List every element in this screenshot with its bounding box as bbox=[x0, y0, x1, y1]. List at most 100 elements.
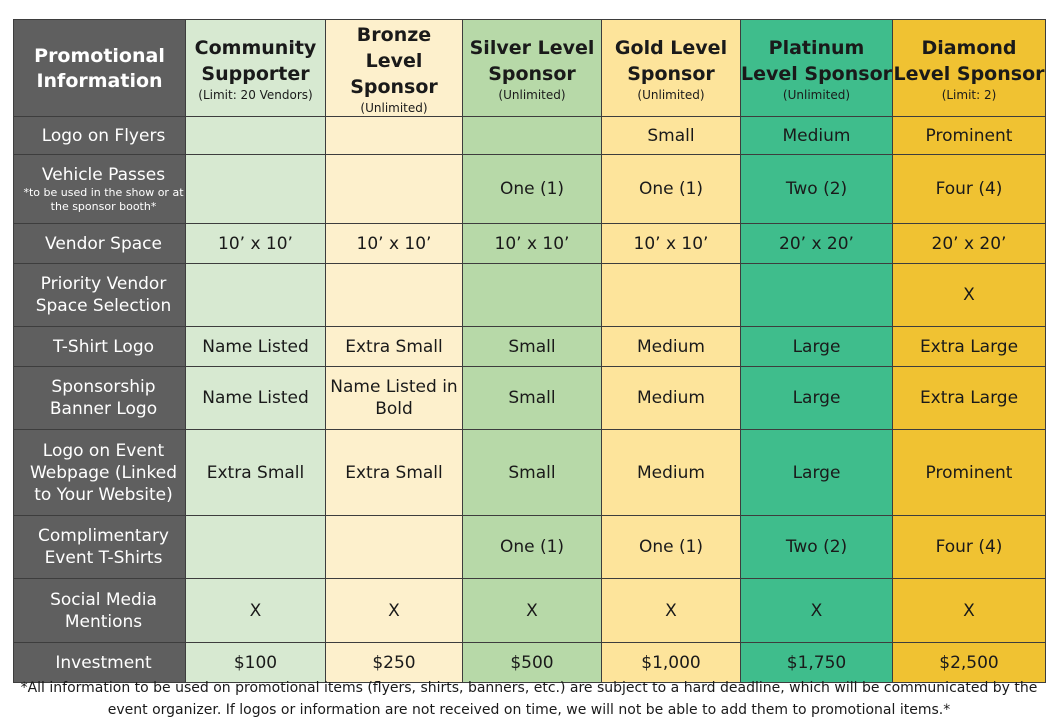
cell-gold: Medium bbox=[601, 429, 741, 516]
cell-community: 10’ x 10’ bbox=[185, 223, 326, 264]
cell-gold: One (1) bbox=[601, 154, 741, 224]
cell-bronze bbox=[325, 263, 463, 327]
row-complimentary-tshirts: Complimentary Event T-Shirts One (1) One… bbox=[13, 515, 1046, 579]
tier-header-bronze: Bronze Level Sponsor (Unlimited) bbox=[325, 19, 463, 117]
cell-silver: X bbox=[462, 578, 602, 643]
cell-silver: One (1) bbox=[462, 154, 602, 224]
sponsorship-table-wrapper: Promotional Information Community Suppor… bbox=[13, 19, 1046, 683]
cell-platinum: Large bbox=[740, 429, 893, 516]
cell-platinum: X bbox=[740, 578, 893, 643]
header-row: Promotional Information Community Suppor… bbox=[13, 19, 1046, 117]
row-label: Complimentary Event T-Shirts bbox=[13, 515, 186, 579]
cell-silver: 10’ x 10’ bbox=[462, 223, 602, 264]
row-priority-vendor-space: Priority Vendor Space Selection X bbox=[13, 263, 1046, 327]
tier-header-community: Community Supporter (Limit: 20 Vendors) bbox=[185, 19, 326, 117]
cell-platinum: Large bbox=[740, 366, 893, 430]
cell-bronze: Extra Small bbox=[325, 326, 463, 367]
cell-bronze bbox=[325, 154, 463, 224]
cell-silver bbox=[462, 263, 602, 327]
cell-gold: $1,000 bbox=[601, 642, 741, 683]
row-label: Vehicle Passes bbox=[41, 165, 166, 185]
row-tshirt-logo: T-Shirt Logo Name Listed Extra Small Sma… bbox=[13, 326, 1046, 367]
tier-limit: (Unlimited) bbox=[498, 88, 566, 102]
row-social-media-mentions: Social Media Mentions X X X X X X bbox=[13, 578, 1046, 643]
cell-diamond: Prominent bbox=[892, 116, 1046, 155]
cell-community: X bbox=[185, 578, 326, 643]
sponsorship-table: Promotional Information Community Suppor… bbox=[13, 19, 1046, 683]
tier-name: Community Supporter bbox=[194, 37, 317, 85]
cell-gold: Medium bbox=[601, 366, 741, 430]
cell-platinum: Two (2) bbox=[740, 515, 893, 579]
cell-silver: Small bbox=[462, 429, 602, 516]
tier-limit: (Unlimited) bbox=[360, 101, 428, 115]
cell-gold: 10’ x 10’ bbox=[601, 223, 741, 264]
tier-name: Diamond Level Sponsor bbox=[893, 37, 1045, 85]
tier-name: Gold Level Sponsor bbox=[614, 37, 728, 85]
tier-limit: (Limit: 20 Vendors) bbox=[198, 88, 313, 102]
row-logo-on-flyers: Logo on Flyers Small Medium Prominent bbox=[13, 116, 1046, 155]
cell-bronze: Extra Small bbox=[325, 429, 463, 516]
row-label: T-Shirt Logo bbox=[13, 326, 186, 367]
tier-name: Platinum Level Sponsor bbox=[741, 37, 892, 85]
cell-diamond: Four (4) bbox=[892, 154, 1046, 224]
row-label-cell: Vehicle Passes *to be used in the show o… bbox=[13, 154, 186, 224]
cell-bronze bbox=[325, 116, 463, 155]
cell-platinum: 20’ x 20’ bbox=[740, 223, 893, 264]
row-label: Sponsorship Banner Logo bbox=[13, 366, 186, 430]
promo-header: Promotional Information bbox=[13, 19, 186, 117]
tier-name: Bronze Level Sponsor bbox=[350, 24, 438, 98]
tier-header-platinum: Platinum Level Sponsor (Unlimited) bbox=[740, 19, 893, 117]
tier-name: Silver Level Sponsor bbox=[469, 37, 595, 85]
row-label: Vendor Space bbox=[13, 223, 186, 264]
tier-header-gold: Gold Level Sponsor (Unlimited) bbox=[601, 19, 741, 117]
cell-platinum: Two (2) bbox=[740, 154, 893, 224]
footer-disclaimer: *All information to be used on promotion… bbox=[20, 680, 1038, 718]
tier-limit: (Unlimited) bbox=[637, 88, 705, 102]
tier-header-diamond: Diamond Level Sponsor (Limit: 2) bbox=[892, 19, 1046, 117]
cell-bronze bbox=[325, 515, 463, 579]
cell-platinum: $1,750 bbox=[740, 642, 893, 683]
cell-platinum: Medium bbox=[740, 116, 893, 155]
cell-silver: Small bbox=[462, 366, 602, 430]
row-label: Priority Vendor Space Selection bbox=[13, 263, 186, 327]
tier-limit: (Limit: 2) bbox=[941, 88, 997, 102]
cell-platinum: Large bbox=[740, 326, 893, 367]
cell-bronze: 10’ x 10’ bbox=[325, 223, 463, 264]
cell-bronze: $250 bbox=[325, 642, 463, 683]
cell-community bbox=[185, 263, 326, 327]
row-label: Social Media Mentions bbox=[13, 578, 186, 643]
cell-community bbox=[185, 116, 326, 155]
cell-silver bbox=[462, 116, 602, 155]
row-vendor-space: Vendor Space 10’ x 10’ 10’ x 10’ 10’ x 1… bbox=[13, 223, 1046, 264]
cell-gold: Small bbox=[601, 116, 741, 155]
cell-gold: X bbox=[601, 578, 741, 643]
cell-diamond: Extra Large bbox=[892, 366, 1046, 430]
cell-gold: Medium bbox=[601, 326, 741, 367]
row-sponsorship-banner-logo: Sponsorship Banner Logo Name Listed Name… bbox=[13, 366, 1046, 430]
cell-community: Name Listed bbox=[185, 326, 326, 367]
cell-platinum bbox=[740, 263, 893, 327]
cell-community bbox=[185, 515, 326, 579]
cell-community: Extra Small bbox=[185, 429, 326, 516]
cell-silver: Small bbox=[462, 326, 602, 367]
cell-silver: One (1) bbox=[462, 515, 602, 579]
cell-bronze: X bbox=[325, 578, 463, 643]
tier-limit: (Unlimited) bbox=[782, 88, 851, 102]
cell-diamond: Extra Large bbox=[892, 326, 1046, 367]
cell-bronze: Name Listed in Bold bbox=[325, 366, 463, 430]
cell-gold bbox=[601, 263, 741, 327]
cell-community: Name Listed bbox=[185, 366, 326, 430]
cell-diamond: X bbox=[892, 263, 1046, 327]
cell-diamond: Prominent bbox=[892, 429, 1046, 516]
row-logo-on-event-webpage: Logo on Event Webpage (Linked to Your We… bbox=[13, 429, 1046, 516]
row-label: Logo on Flyers bbox=[13, 116, 186, 155]
row-note: *to be used in the show or at the sponso… bbox=[23, 186, 184, 213]
cell-diamond: X bbox=[892, 578, 1046, 643]
cell-diamond: Four (4) bbox=[892, 515, 1046, 579]
cell-silver: $500 bbox=[462, 642, 602, 683]
tier-header-silver: Silver Level Sponsor (Unlimited) bbox=[462, 19, 602, 117]
row-vehicle-passes: Vehicle Passes *to be used in the show o… bbox=[13, 154, 1046, 224]
cell-diamond: $2,500 bbox=[892, 642, 1046, 683]
cell-gold: One (1) bbox=[601, 515, 741, 579]
cell-diamond: 20’ x 20’ bbox=[892, 223, 1046, 264]
